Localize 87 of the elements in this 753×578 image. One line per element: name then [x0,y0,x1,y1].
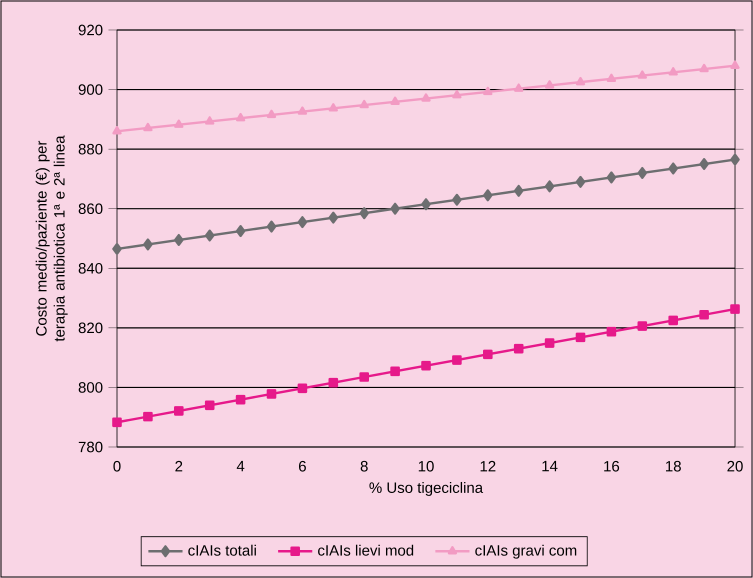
point [668,67,678,76]
point [204,230,215,242]
point [236,225,246,238]
legend-label: cIAIs gravi com [475,544,576,559]
legend-label: cIAIs lievi mod [318,544,414,556]
point [298,384,308,394]
point [174,234,184,246]
point [174,120,184,128]
point [143,122,153,132]
point [699,64,709,72]
y-tick-label: 780 [78,442,102,452]
point [483,86,492,96]
point [699,158,709,170]
point [576,332,586,342]
point [699,310,709,320]
point [452,355,462,365]
point [514,83,524,92]
point [266,220,276,233]
x-tick-label: 10 [418,460,434,472]
point [360,100,369,108]
point [390,96,400,105]
point [359,372,370,382]
point [544,338,554,348]
y-tick-label: 820 [78,322,102,334]
point [606,171,616,184]
point [576,76,586,86]
y-tick-label: 840 [78,262,102,274]
point [730,304,740,314]
point [390,202,400,215]
point [328,103,338,112]
point [421,360,431,370]
y-axis-title: Costo medio/paziente (€) per terapia antibiotica 1ª e 2ª linea [36,135,68,342]
x-tick-label: 16 [604,460,620,472]
y-tick-label: 920 [78,24,102,36]
point [668,162,678,175]
point [328,212,338,224]
x-tick-label: 0 [113,460,121,472]
x-tick-label: 6 [298,460,306,472]
point [298,216,308,228]
point [544,180,554,192]
point [143,412,153,422]
x-tick-label: 18 [666,460,681,472]
point [606,74,616,82]
point [638,166,648,179]
point [514,344,524,354]
legend-label: cIAIs totali [188,544,256,556]
point [576,176,586,188]
y-tick-label: 860 [78,203,102,214]
point [483,350,493,360]
point [359,207,370,220]
point [514,184,524,197]
point [143,238,153,250]
point [112,417,122,428]
x-tick-label: 12 [480,460,496,472]
point [266,110,276,118]
y-tick-label: 880 [78,144,102,154]
point [266,389,276,399]
point [174,406,184,416]
point [205,116,214,125]
point [638,70,647,79]
point [452,194,462,206]
x-tick-label: 20 [727,460,743,472]
point [730,154,740,166]
point [730,60,740,69]
x-tick-label: 8 [360,460,368,472]
x-axis-title: % Uso tigeciclina [369,482,484,496]
point [236,112,246,122]
x-tick-label: 4 [236,460,244,472]
point [390,366,400,376]
y-tick-label: 800 [78,382,102,393]
x-tick-label: 14 [542,460,558,472]
point [112,126,122,134]
point [421,198,431,210]
point [483,189,493,202]
point [112,242,122,255]
point [452,90,462,98]
point [298,106,308,115]
point [544,80,554,89]
point [668,316,678,326]
point [204,400,215,410]
y-tick-label: 900 [78,84,102,95]
point [236,394,246,404]
point [606,326,616,337]
point [328,378,338,388]
x-tick-label: 2 [175,460,182,472]
point [638,321,648,331]
point [421,93,431,102]
